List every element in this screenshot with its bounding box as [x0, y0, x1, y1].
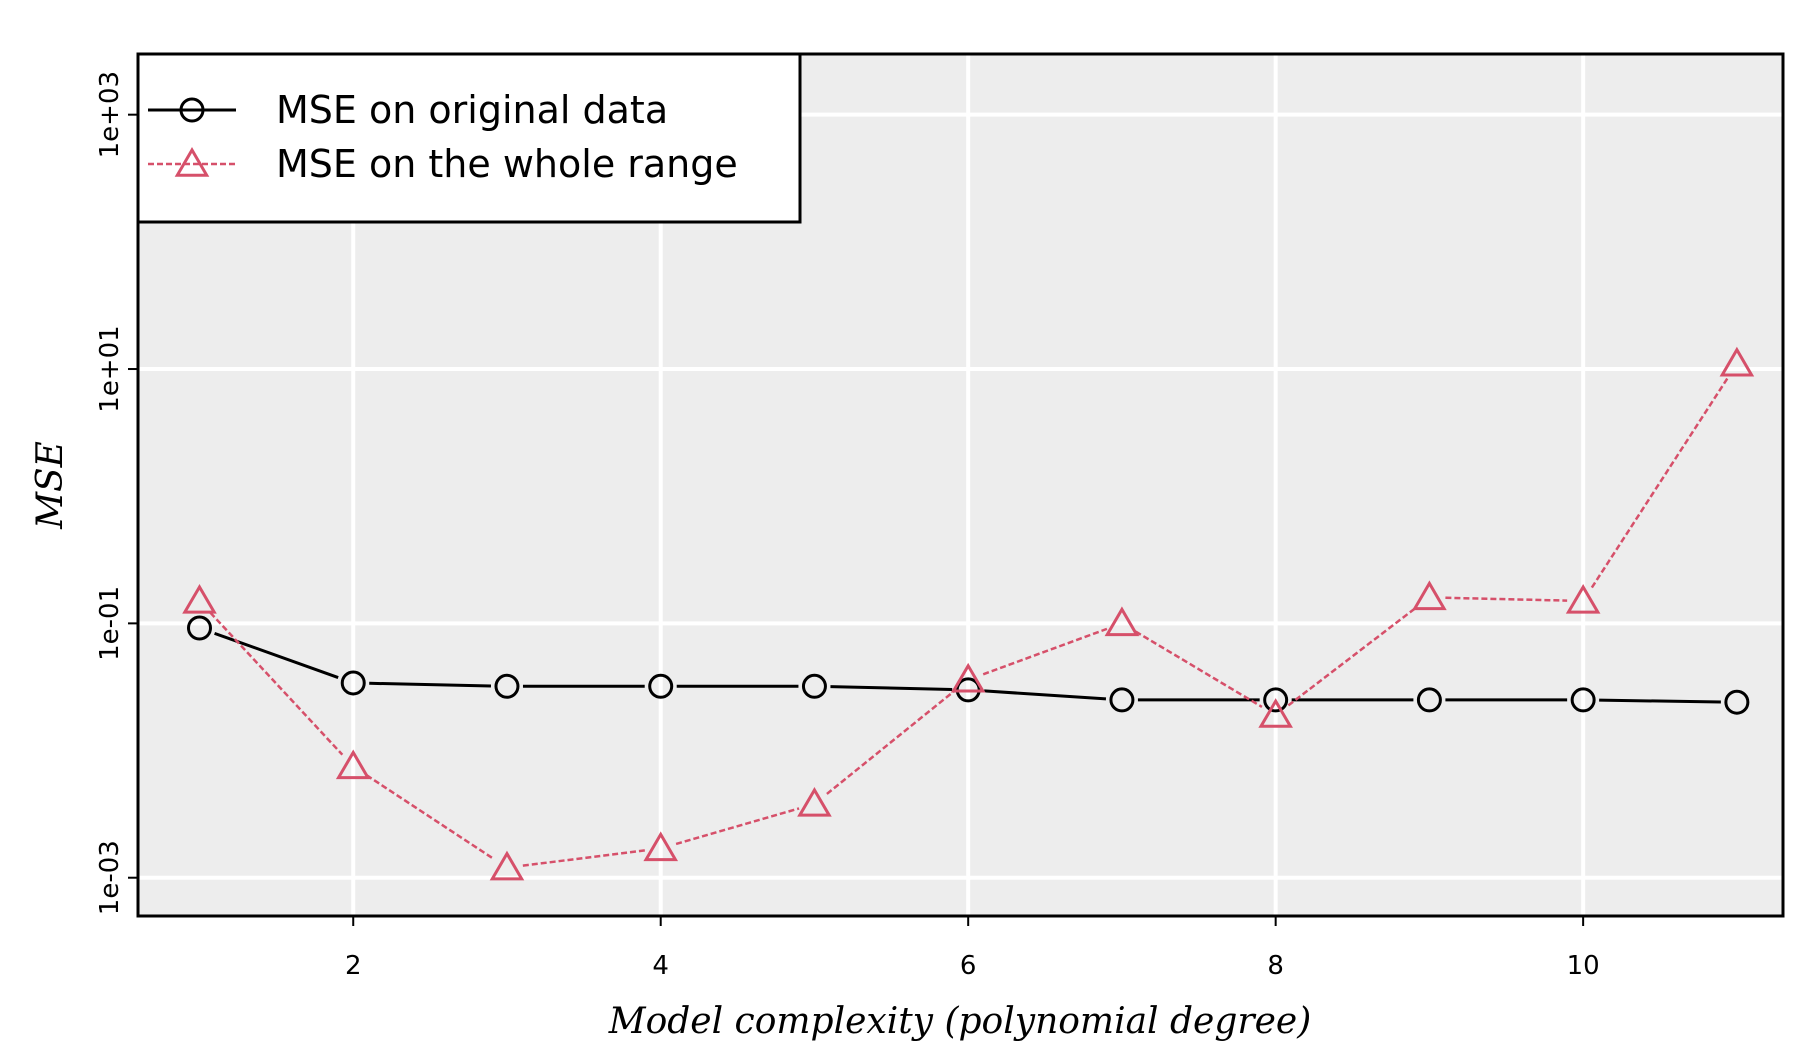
series-whole-range	[182, 346, 1755, 881]
y-tick-label: 1e-01	[95, 586, 125, 661]
plot-frame	[136, 52, 1785, 918]
series-segment	[830, 685, 953, 691]
x-tick-label: 8	[1267, 951, 1284, 981]
data-point-triangle	[1412, 580, 1447, 611]
series-segment	[826, 688, 957, 795]
legend-label: MSE on original data	[276, 88, 668, 132]
series-segment	[365, 774, 495, 860]
series-segment	[1590, 376, 1730, 589]
data-point-triangle	[797, 787, 832, 817]
x-axis-title: Model complexity (polynomial degree)	[608, 1001, 1312, 1042]
series-layer	[182, 346, 1755, 881]
data-point-circle	[1724, 689, 1750, 715]
legend-label: MSE on the whole range	[276, 142, 738, 186]
series-segment	[1599, 698, 1721, 704]
x-tick-label: 10	[1567, 951, 1600, 981]
data-point-triangle	[1258, 698, 1293, 728]
legend-marker-circle	[179, 97, 205, 123]
legend-box	[136, 52, 802, 224]
x-tick-label: 4	[652, 951, 669, 981]
data-point-circle	[494, 673, 520, 699]
data-point-circle	[1570, 687, 1596, 713]
series-segment	[982, 627, 1108, 676]
data-point-circle	[186, 615, 212, 641]
series-segment	[1445, 596, 1568, 602]
data-point-triangle	[335, 749, 371, 780]
x-tick-label: 2	[345, 951, 362, 981]
series-segment	[522, 849, 645, 867]
data-point-triangle	[489, 850, 525, 881]
legend-marker-triangle	[174, 147, 210, 177]
data-point-triangle	[1104, 606, 1140, 637]
data-point-circle	[1109, 687, 1135, 713]
series-segment	[209, 611, 344, 756]
x-tick-label: 6	[960, 951, 977, 981]
y-tick-label: 1e+03	[95, 71, 125, 158]
y-tick-label: 1e-03	[95, 840, 125, 915]
data-point-circle	[1263, 687, 1289, 713]
data-point-triangle	[643, 831, 679, 862]
series-segment	[675, 807, 800, 846]
y-tick-label: 1e+01	[95, 325, 125, 412]
data-point-circle	[648, 673, 674, 699]
data-point-circle	[801, 673, 827, 699]
series-segment	[1135, 630, 1263, 708]
data-point-triangle	[182, 583, 217, 614]
series-segment	[984, 689, 1107, 701]
data-point-triangle	[1565, 583, 1601, 614]
series-segment	[369, 681, 492, 688]
y-axis-title: MSE	[30, 441, 71, 530]
legend: MSE on original data MSE on the whole ran…	[136, 52, 802, 224]
axes: 2 4 6 8 10 1e-03 1e-01 1e+01 1e+03	[95, 71, 1600, 981]
data-point-triangle	[950, 662, 986, 693]
data-point-triangle	[1719, 346, 1755, 377]
data-point-circle	[1416, 687, 1442, 713]
series-original-data	[186, 615, 1750, 715]
data-point-circle	[340, 670, 366, 696]
